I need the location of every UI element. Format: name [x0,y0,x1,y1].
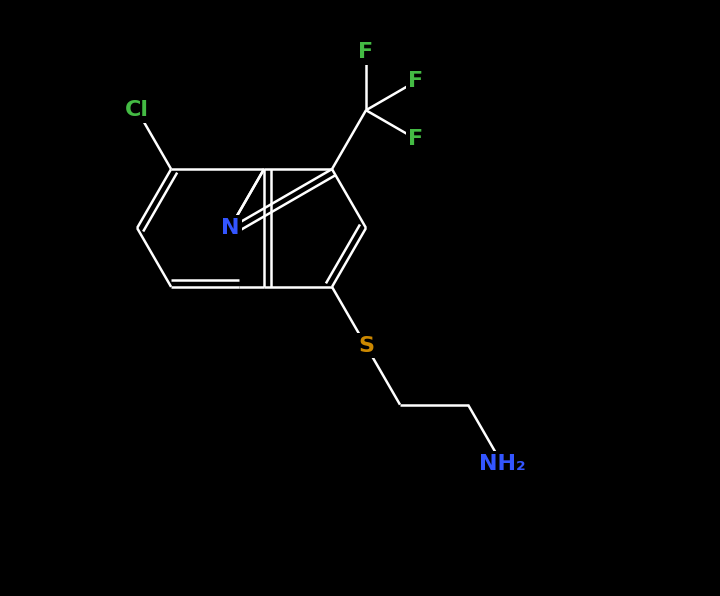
Text: Cl: Cl [125,100,149,120]
Text: NH₂: NH₂ [479,454,526,474]
Text: F: F [408,129,423,149]
Text: S: S [358,336,374,356]
Text: F: F [408,72,423,91]
Text: N: N [221,218,239,238]
Text: F: F [359,42,374,63]
